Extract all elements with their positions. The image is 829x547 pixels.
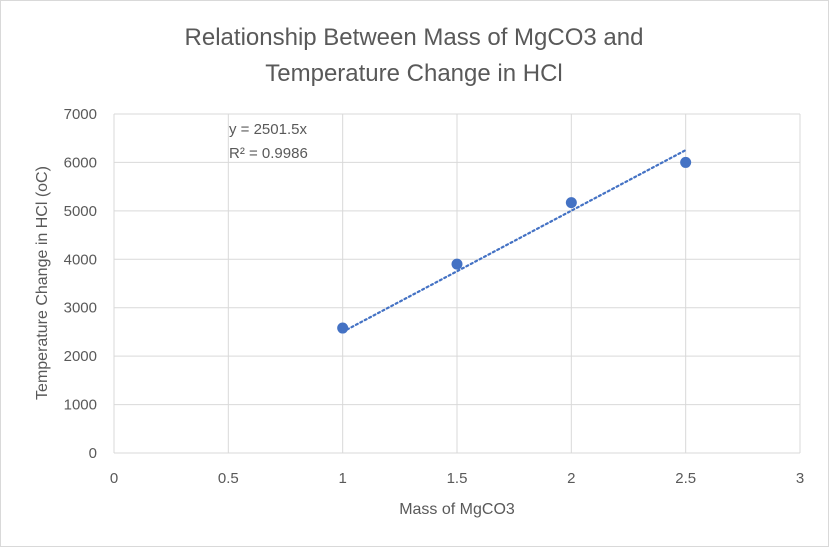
x-tick-label: 3 [796,470,804,487]
x-tick-label: 1 [338,470,346,487]
trendline-equation: y = 2501.5x [229,121,307,138]
data-point [337,322,349,334]
y-axis-label: Temperature Change in HCl (oC) [34,166,51,400]
x-tick-label: 2 [567,470,575,487]
gridlines [113,113,801,454]
y-tick-label: 7000 [64,106,97,123]
x-tick-label: 2.5 [675,470,696,487]
x-tick-label: 0 [110,470,118,487]
x-axis-tick-labels: 0 0.5 1 1.5 2 2.5 3 [110,470,804,487]
chart-title-line-1: Relationship Between Mass of MgCO3 and [185,24,644,51]
trendline-group [341,149,687,333]
trendline [341,149,687,333]
x-tick-label: 1.5 [447,470,468,487]
trendline-r-squared: R² = 0.9986 [229,145,308,162]
chart-title-line-2: Temperature Change in HCl [265,60,562,87]
data-point [680,156,692,168]
x-axis-label: Mass of MgCO3 [399,501,515,518]
x-tick-label: 0.5 [218,470,239,487]
y-axis-tick-labels: 0 1000 2000 3000 4000 5000 6000 7000 [64,106,97,462]
chart-title: Relationship Between Mass of MgCO3 and T… [185,24,644,87]
y-tick-label: 1000 [64,397,97,414]
y-tick-label: 6000 [64,154,97,171]
data-point [565,197,577,209]
y-tick-label: 2000 [64,348,97,365]
data-points [337,156,692,334]
y-tick-label: 0 [89,445,97,462]
y-tick-label: 5000 [64,203,97,220]
y-tick-label: 4000 [64,251,97,268]
data-point [451,258,463,270]
y-tick-label: 3000 [64,300,97,317]
